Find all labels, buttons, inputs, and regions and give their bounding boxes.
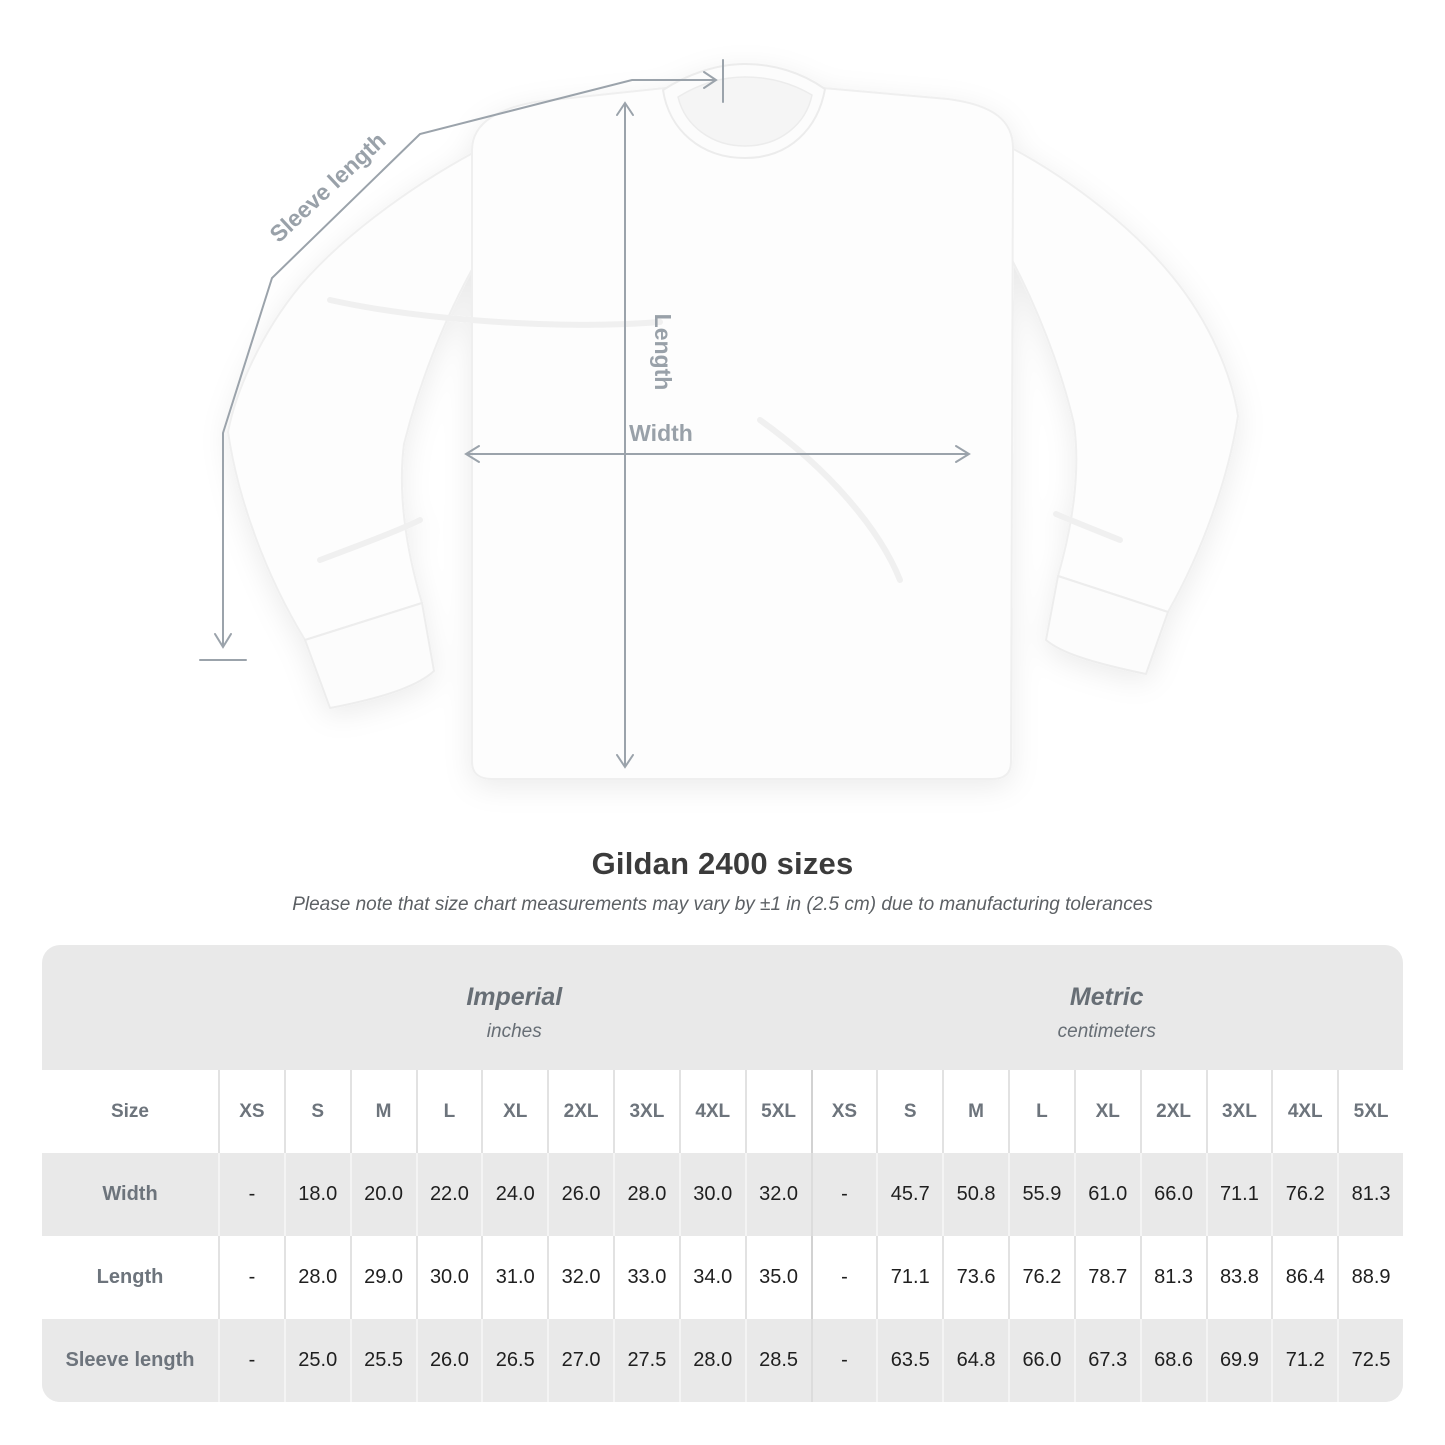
length-line — [616, 101, 634, 769]
value-cell: 66.0 — [1008, 1319, 1074, 1402]
value-cell: 71.1 — [876, 1236, 942, 1319]
size-header-cell: 5XL — [1337, 1070, 1403, 1153]
size-header-cell: XS — [218, 1070, 284, 1153]
imperial-group-header: Imperial inches — [218, 945, 811, 1070]
value-cell: 73.6 — [942, 1236, 1008, 1319]
sleeve-length-line — [199, 59, 724, 661]
value-cell: - — [810, 1236, 877, 1319]
value-cell: 72.5 — [1337, 1319, 1403, 1402]
value-cell: 30.0 — [678, 1153, 745, 1236]
value-cell: 20.0 — [349, 1153, 416, 1236]
size-header-cell: 4XL — [1271, 1070, 1337, 1153]
row-label: Length — [96, 1266, 164, 1288]
value-cell: 27.0 — [547, 1319, 613, 1402]
size-table: Imperial inches Metric centimeters Size … — [42, 945, 1403, 1402]
value-cell: 81.3 — [1337, 1153, 1403, 1236]
size-header-cell: M — [942, 1070, 1008, 1153]
metric-group-header: Metric centimeters — [811, 945, 1404, 1070]
size-header-cell: 3XL — [613, 1070, 679, 1153]
length-label: Length — [650, 314, 676, 391]
value-cell: 63.5 — [876, 1319, 942, 1402]
value-cell: 68.6 — [1139, 1319, 1206, 1402]
value-cell: 22.0 — [415, 1153, 482, 1236]
value-cell: 88.9 — [1337, 1236, 1403, 1319]
size-header-cell: M — [349, 1070, 416, 1153]
long-sleeve-shirt-illustration — [227, 63, 1239, 780]
size-header-cell: 2XL — [547, 1070, 613, 1153]
page-title: Gildan 2400 sizes — [591, 846, 854, 881]
imperial-label: Imperial — [466, 982, 563, 1011]
size-header-cell: XL — [481, 1070, 547, 1153]
table-row-sleeve-length: Sleeve length -25.0 25.5 26.0 26.5 27.0 27.5 28… — [42, 1319, 1403, 1402]
value-cell: 29.0 — [349, 1236, 416, 1319]
size-header-cell: 3XL — [1205, 1070, 1272, 1153]
value-cell: 64.8 — [942, 1319, 1008, 1402]
size-header-cell: XS — [810, 1070, 877, 1153]
value-cell: 25.0 — [283, 1319, 350, 1402]
value-cell: - — [810, 1319, 877, 1402]
value-cell: 25.5 — [349, 1319, 416, 1402]
value-cell: 50.8 — [942, 1153, 1008, 1236]
value-cell: - — [218, 1319, 284, 1402]
table-row-length: Length -28.0 29.0 30.0 31.0 32.0 33.0 34.0 35.0-… — [42, 1236, 1403, 1319]
value-cell: 78.7 — [1073, 1236, 1140, 1319]
value-cell: 27.5 — [613, 1319, 679, 1402]
value-cell: 61.0 — [1073, 1153, 1140, 1236]
value-cell: 26.0 — [415, 1319, 482, 1402]
value-cell: 28.0 — [283, 1236, 350, 1319]
value-cell: 35.0 — [744, 1236, 811, 1319]
size-header-cell: L — [415, 1070, 482, 1153]
size-header-cell: S — [283, 1070, 350, 1153]
value-cell: 71.2 — [1271, 1319, 1337, 1402]
value-cell: 34.0 — [678, 1236, 745, 1319]
metric-label: Metric — [1069, 982, 1144, 1011]
value-cell: 26.5 — [481, 1319, 547, 1402]
size-diagram: Sleeve length Length Width — [199, 59, 1239, 780]
value-cell: 26.0 — [547, 1153, 613, 1236]
measurement-lines — [199, 59, 971, 769]
value-cell: 69.9 — [1205, 1319, 1272, 1402]
value-cell: 28.0 — [613, 1153, 679, 1236]
row-label: Width — [102, 1183, 158, 1205]
table-row-width: Width -18.0 20.0 22.0 24.0 26.0 28.0 30.0 32.0-4… — [42, 1153, 1403, 1236]
value-cell: 83.8 — [1205, 1236, 1272, 1319]
value-cell: 67.3 — [1073, 1319, 1140, 1402]
size-header-cell: 4XL — [678, 1070, 745, 1153]
value-cell: 30.0 — [415, 1236, 482, 1319]
width-line — [464, 445, 971, 463]
value-cell: 86.4 — [1271, 1236, 1337, 1319]
value-cell: 76.2 — [1008, 1236, 1074, 1319]
size-header-cell: 5XL — [744, 1070, 811, 1153]
tolerance-note: Please note that size chart measurements… — [292, 894, 1153, 915]
value-cell: 33.0 — [613, 1236, 679, 1319]
value-cell: 28.5 — [744, 1319, 811, 1402]
width-label: Width — [629, 420, 693, 446]
unit-groups-band: Imperial inches Metric centimeters — [42, 945, 1403, 1070]
value-cell: 55.9 — [1008, 1153, 1074, 1236]
value-cell: 45.7 — [876, 1153, 942, 1236]
value-cell: - — [218, 1236, 284, 1319]
value-cell: 66.0 — [1139, 1153, 1206, 1236]
value-cell: 81.3 — [1139, 1236, 1206, 1319]
size-header-row: Size XS S M L XL 2XL 3XL 4XL 5XL XS S M L XL 2XL 3XL 4XL… — [42, 1070, 1403, 1153]
size-header-cell: XL — [1073, 1070, 1140, 1153]
row-label: Sleeve length — [65, 1349, 195, 1371]
value-cell: 71.1 — [1205, 1153, 1272, 1236]
value-cell: 32.0 — [744, 1153, 811, 1236]
size-header-cell: L — [1008, 1070, 1074, 1153]
value-cell: 24.0 — [481, 1153, 547, 1236]
imperial-unit-label: inches — [486, 1020, 542, 1042]
value-cell: 18.0 — [283, 1153, 350, 1236]
value-cell: - — [218, 1153, 284, 1236]
value-cell: - — [810, 1153, 877, 1236]
value-cell: 76.2 — [1271, 1153, 1337, 1236]
size-header-cell: 2XL — [1139, 1070, 1206, 1153]
size-header-cell: S — [876, 1070, 942, 1153]
metric-unit-label: centimeters — [1057, 1020, 1156, 1042]
value-cell: 28.0 — [678, 1319, 745, 1402]
value-cell: 31.0 — [481, 1236, 547, 1319]
value-cell: 32.0 — [547, 1236, 613, 1319]
size-column-header: Size — [110, 1100, 150, 1122]
